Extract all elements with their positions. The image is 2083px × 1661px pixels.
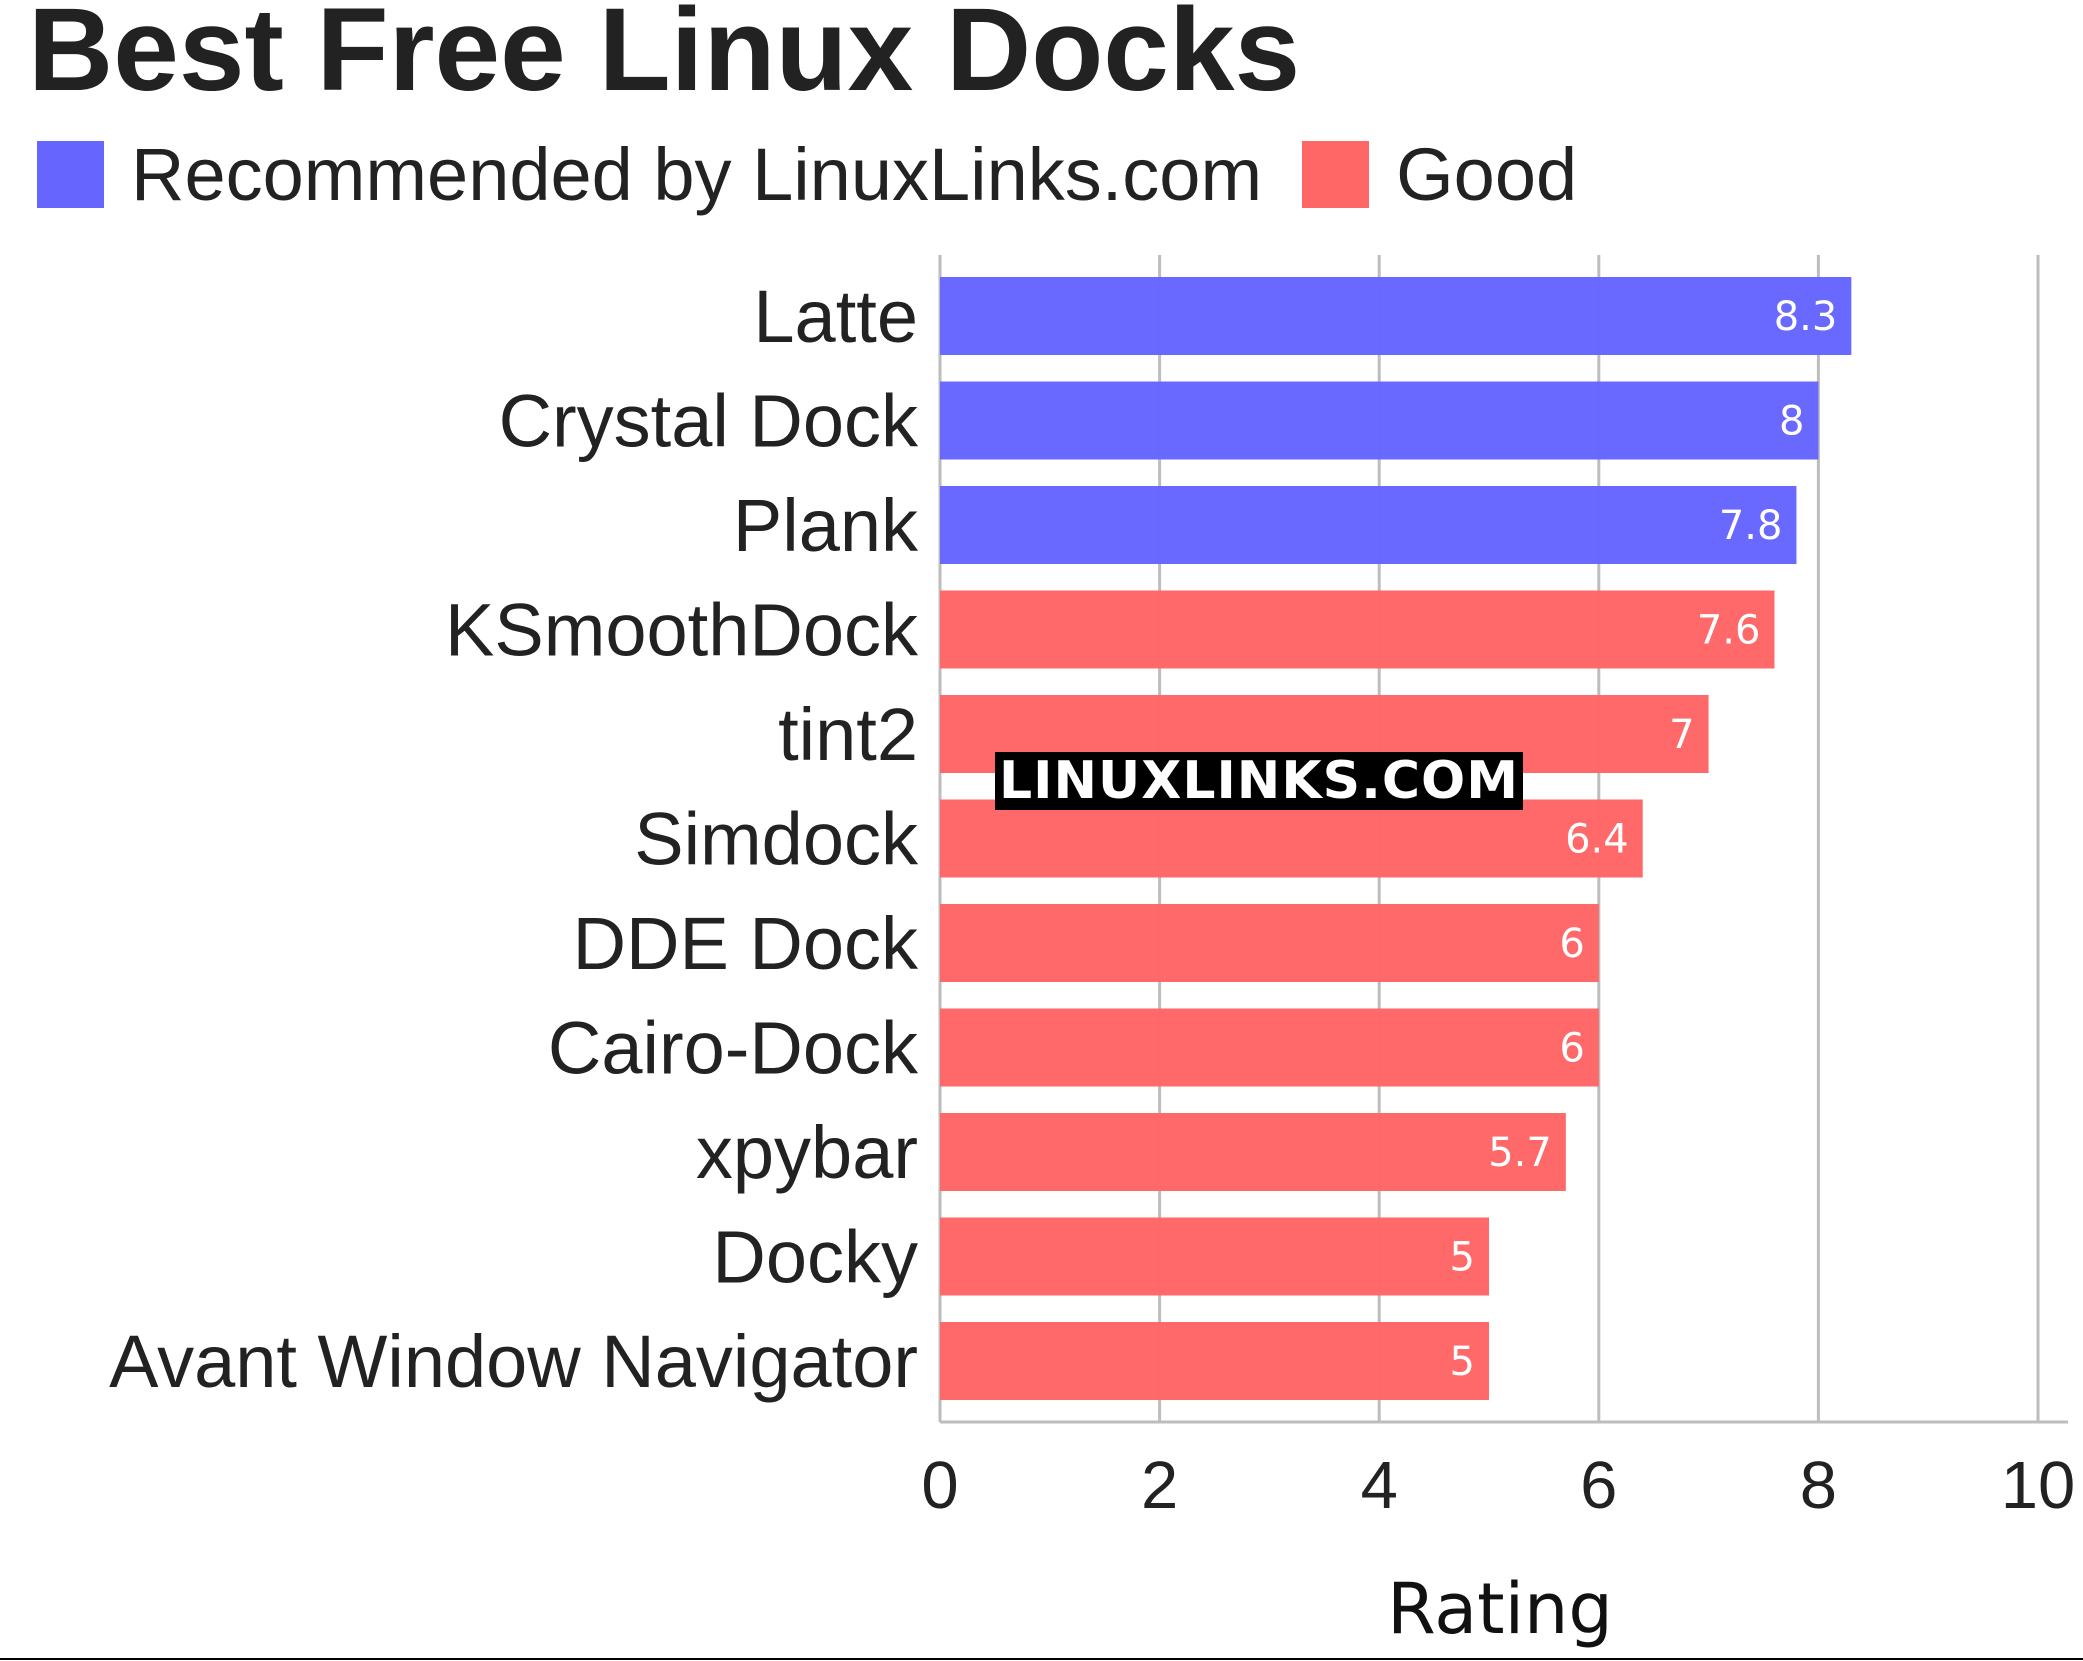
bar-crystal-dock	[940, 381, 1819, 460]
bar-latte	[940, 277, 1852, 355]
value-label-simdock: 6.4	[1565, 817, 1629, 863]
value-label-xpybar: 5.7	[1488, 1130, 1552, 1176]
legend-label-good: Good	[1396, 132, 1578, 216]
bar-ksmoothdock	[940, 590, 1775, 669]
value-label-avant-window-navigator: 5	[1450, 1339, 1475, 1385]
category-labels: Latte Crystal Dock Plank KSmoothDock tint2 Si…	[109, 275, 919, 1403]
legend: Recommended by LinuxLinks.com Good	[37, 132, 1617, 217]
category-label-dde-dock: DDE Dock	[573, 902, 919, 985]
legend-item-good: Good	[1302, 132, 1577, 217]
category-label-plank: Plank	[733, 484, 919, 567]
x-tick-label-4: 4	[1361, 1448, 1398, 1523]
legend-swatch-good	[1302, 140, 1370, 208]
value-label-docky: 5	[1450, 1235, 1475, 1281]
x-tick-label-8: 8	[1800, 1448, 1837, 1523]
bar-docky	[940, 1217, 1489, 1296]
x-axis: 0 2 4 6 8 10	[921, 1420, 2076, 1523]
bar-dde-dock	[940, 904, 1599, 982]
legend-label-recommended: Recommended by LinuxLinks.com	[131, 132, 1263, 216]
value-label-tint2: 7	[1669, 712, 1694, 758]
bottom-divider	[0, 1658, 2083, 1660]
x-axis-title: Rating	[1387, 1568, 1613, 1650]
value-label-ksmoothdock: 7.6	[1697, 608, 1761, 654]
legend-item-recommended: Recommended by LinuxLinks.com	[37, 132, 1262, 217]
bar-plank	[940, 486, 1797, 564]
bar-xpybar	[940, 1113, 1566, 1191]
category-label-xpybar: xpybar	[696, 1111, 918, 1194]
category-label-simdock: Simdock	[634, 798, 919, 881]
value-label-crystal-dock: 8	[1779, 399, 1804, 445]
bar-simdock	[940, 799, 1643, 878]
value-label-cairo-dock: 6	[1559, 1026, 1584, 1072]
bar-cairo-dock	[940, 1008, 1599, 1087]
x-tick-label-0: 0	[921, 1448, 958, 1523]
value-label-dde-dock: 6	[1559, 921, 1584, 967]
value-label-plank: 7.8	[1719, 503, 1783, 549]
legend-swatch-recommended	[37, 140, 104, 208]
category-label-avant-window-navigator: Avant Window Navigator	[109, 1320, 918, 1403]
category-label-ksmoothdock: KSmoothDock	[445, 589, 919, 672]
bars: 8.3 8 7.8 7.6 7 6.4 6 6 5.7 5 5	[940, 277, 1852, 1400]
value-label-latte: 8.3	[1774, 294, 1838, 340]
watermark-logo: LINUXLINKS.COM	[995, 752, 1523, 810]
x-tick-label-6: 6	[1580, 1448, 1617, 1523]
category-label-crystal-dock: Crystal Dock	[499, 380, 919, 463]
category-label-cairo-dock: Cairo-Dock	[548, 1007, 919, 1090]
category-label-latte: Latte	[753, 275, 918, 358]
category-label-tint2: tint2	[778, 693, 918, 776]
bar-avant-window-navigator	[940, 1322, 1489, 1400]
x-tick-label-2: 2	[1141, 1448, 1178, 1523]
x-tick-label-10: 10	[2001, 1448, 2076, 1523]
category-label-docky: Docky	[712, 1216, 918, 1299]
chart-title: Best Free Linux Docks	[28, 0, 1301, 116]
